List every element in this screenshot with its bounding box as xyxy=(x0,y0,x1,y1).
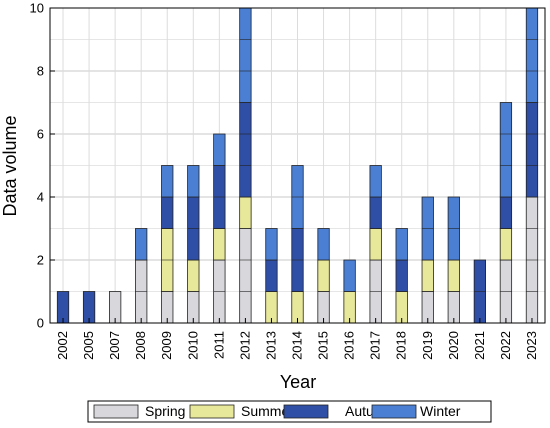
bar-summer-2017 xyxy=(369,228,382,261)
bar-winter-2016 xyxy=(343,259,356,292)
bar-winter-2010 xyxy=(187,165,200,198)
legend-swatch-summer xyxy=(189,404,235,419)
x-tick-label: 2008 xyxy=(133,331,148,360)
x-tick-label: 2002 xyxy=(55,331,70,360)
bar-winter-2018 xyxy=(395,228,408,261)
bar-autumn-2009 xyxy=(161,196,174,229)
bar-summer-2019 xyxy=(421,259,434,292)
y-tick-label: 10 xyxy=(30,1,44,16)
bar-winter-2008 xyxy=(135,228,148,261)
x-tick-label: 2012 xyxy=(237,331,252,360)
y-tick-label: 4 xyxy=(37,190,44,205)
bar-winter-2017 xyxy=(369,165,382,198)
bar-winter-2009 xyxy=(161,165,174,198)
bar-winter-2023 xyxy=(525,7,539,103)
bar-spring-2012 xyxy=(239,228,252,324)
bar-winter-2015 xyxy=(317,228,330,261)
x-tick-label: 2017 xyxy=(368,331,383,360)
bars xyxy=(56,7,539,324)
x-tick-label: 2021 xyxy=(472,331,487,360)
bar-autumn-2017 xyxy=(369,196,382,229)
legend-label-summer: Summer xyxy=(241,403,294,419)
y-tick-label: 0 xyxy=(37,316,44,331)
bar-winter-2013 xyxy=(265,228,278,261)
bar-autumn-2022 xyxy=(499,196,513,229)
legend: Spring Summer Autumn Winter xyxy=(87,400,492,423)
y-tick-label: 6 xyxy=(37,127,44,142)
legend-swatch-winter xyxy=(371,404,417,419)
x-tick-label: 2020 xyxy=(446,331,461,360)
bar-autumn-2018 xyxy=(395,259,408,292)
x-tick-label: 2015 xyxy=(316,331,331,360)
x-tick-label: 2007 xyxy=(107,331,122,360)
legend-swatch-spring xyxy=(93,404,139,419)
bar-autumn-2023 xyxy=(525,102,539,198)
x-tick-label: 2014 xyxy=(290,331,305,360)
bar-summer-2022 xyxy=(499,228,513,261)
x-tick-label: 2016 xyxy=(342,331,357,360)
bar-winter-2011 xyxy=(213,133,226,166)
x-tick-label: 2022 xyxy=(498,331,513,360)
x-tick-label: 2005 xyxy=(81,331,96,360)
y-axis-title: Data volume xyxy=(0,115,20,216)
bar-winter-2012 xyxy=(239,7,252,103)
legend-swatch-autumn xyxy=(283,404,329,419)
legend-label-winter: Winter xyxy=(420,403,461,419)
bar-summer-2012 xyxy=(239,196,252,229)
x-tick-label: 2010 xyxy=(185,331,200,360)
bar-summer-2020 xyxy=(447,259,460,292)
bar-winter-2022 xyxy=(499,102,513,198)
bar-summer-2010 xyxy=(187,259,200,292)
bar-autumn-2013 xyxy=(265,259,278,292)
bar-autumn-2012 xyxy=(239,102,252,198)
x-tick-label: 2019 xyxy=(420,331,435,360)
x-tick-label: 2013 xyxy=(263,331,278,360)
x-tick-label: 2023 xyxy=(524,331,539,360)
x-tick-label: 2009 xyxy=(159,331,174,360)
x-tick-label: 2018 xyxy=(394,331,409,360)
y-tick-label: 2 xyxy=(37,253,44,268)
y-tick-label: 8 xyxy=(37,64,44,79)
legend-label-spring: Spring xyxy=(145,403,185,419)
y-tick-labels: 0 2 4 6 8 10 xyxy=(30,1,55,331)
x-tick-labels: 2002 2005 2007 2008 2009 2010 2011 2012 2013 2014… xyxy=(55,318,539,360)
x-axis-title: Year xyxy=(280,372,316,392)
x-tick-label: 2011 xyxy=(211,331,226,359)
bar-summer-2011 xyxy=(213,228,226,261)
bar-summer-2015 xyxy=(317,259,330,292)
